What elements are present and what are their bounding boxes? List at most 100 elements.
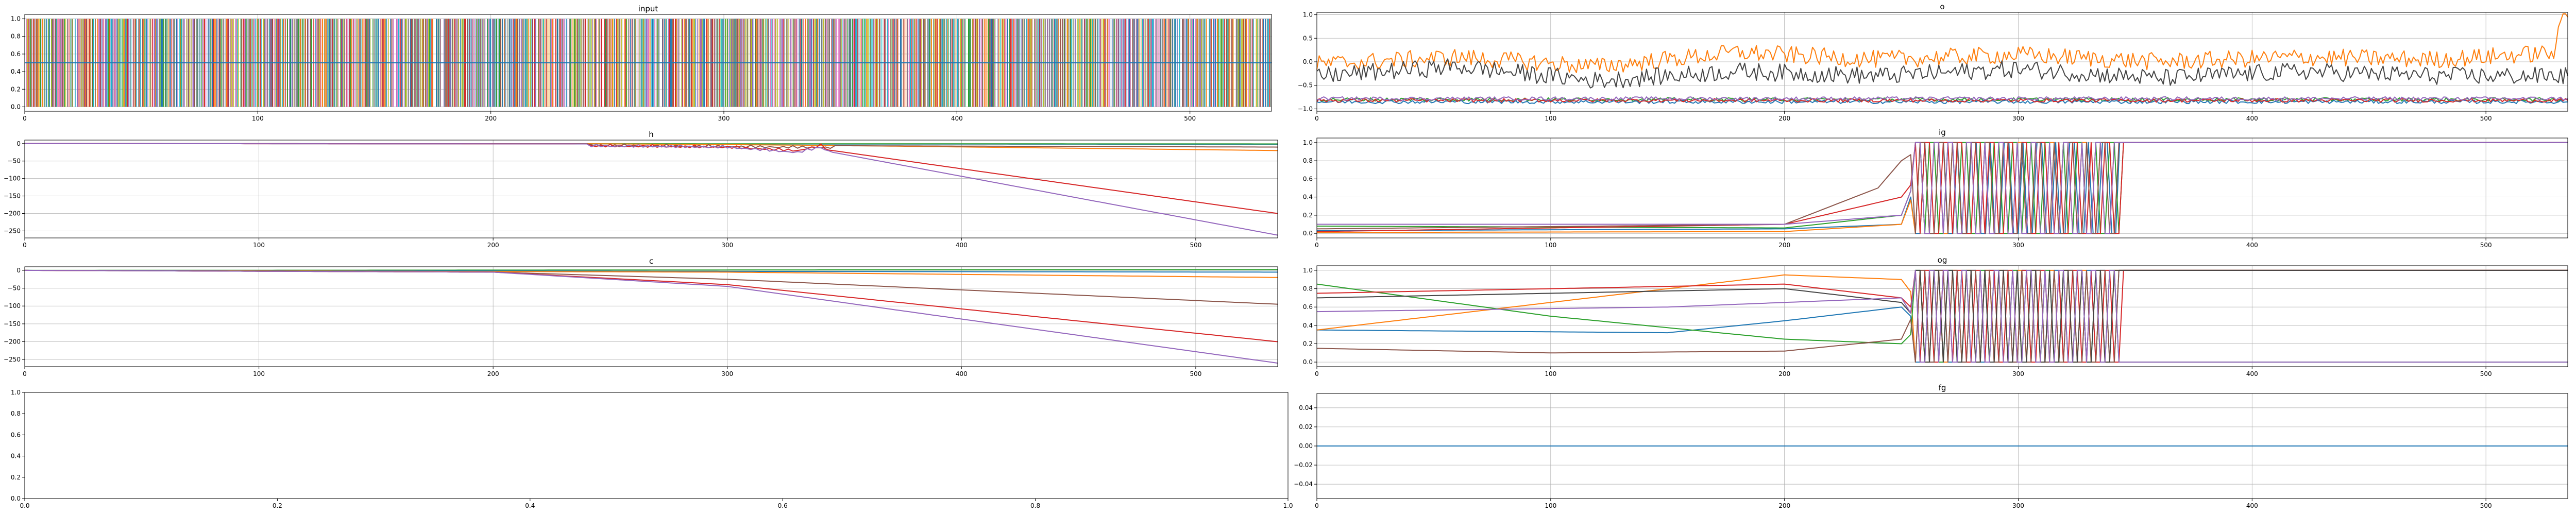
x-tick-label: 100 — [252, 115, 264, 122]
axes-frame — [1316, 138, 2568, 238]
x-tick-label: 400 — [2246, 502, 2258, 509]
x-tick-label: 400 — [956, 242, 968, 249]
x-tick-label: 500 — [1190, 370, 1201, 377]
y-tick-label: 0.0 — [11, 103, 21, 110]
y-tick-label: 0.4 — [11, 453, 21, 460]
subplot-title: fg — [1939, 383, 1946, 392]
x-tick-label: 400 — [2246, 242, 2258, 249]
subplot-empty: 0.0 0.2 0.4 0.6 0.8 1.0 0.0 0.2 0.4 0.6 0.8 1.0 — [11, 389, 1293, 509]
y-tick-label: −50 — [8, 285, 21, 292]
y-tick-label: −0.02 — [1294, 461, 1313, 469]
y-tick-label: 0.4 — [1303, 194, 1313, 201]
x-tick-label: 300 — [718, 115, 730, 122]
subplot-c: 0 100 200 300 400 500 0 −50 −100 −150 −200 −250 c — [4, 256, 1278, 377]
series-line — [1316, 98, 2568, 103]
y-tick-label: 0.8 — [1303, 157, 1313, 164]
y-tick-label: 0.8 — [1303, 285, 1313, 293]
y-tick-label: 0.00 — [1299, 442, 1313, 450]
y-tick-label: −0.04 — [1294, 480, 1313, 488]
x-tick-label: 500 — [2480, 370, 2492, 377]
series-line — [24, 269, 1278, 364]
y-tick-label: 0.2 — [11, 474, 21, 481]
y-tick-label: 0.0 — [11, 495, 21, 502]
y-tick-label: −150 — [4, 320, 21, 328]
series-line — [1316, 269, 2568, 363]
x-tick-label: 100 — [1545, 370, 1556, 377]
x-tick-label: 200 — [1778, 370, 1790, 377]
x-tick-label: 300 — [2012, 242, 2024, 249]
y-tick-label: −150 — [4, 193, 21, 200]
x-tick-label: 0 — [1315, 370, 1319, 377]
x-tick-label: 300 — [721, 242, 733, 249]
y-tick-label: −250 — [4, 356, 21, 363]
y-tick-label: 0.02 — [1299, 423, 1313, 431]
x-tick-label: 300 — [2012, 502, 2024, 509]
y-tick-label: 0.2 — [1303, 340, 1313, 347]
subplot-title: og — [1938, 255, 1947, 265]
x-tick-label: 200 — [1778, 502, 1790, 509]
x-tick-label: 1.0 — [1283, 502, 1293, 509]
x-tick-label: 0 — [23, 115, 27, 122]
y-tick-label: 0.8 — [11, 410, 21, 417]
subplot-title: o — [1940, 2, 1944, 11]
series-line — [1316, 13, 2568, 73]
series-line — [1317, 142, 2568, 234]
axes-frame — [1316, 265, 2568, 367]
x-tick-label: 300 — [2012, 370, 2024, 377]
x-tick-label: 0.4 — [525, 502, 535, 509]
y-tick-label: 1.0 — [1303, 11, 1313, 19]
axes-frame — [24, 266, 1278, 367]
x-tick-label: 400 — [956, 370, 968, 377]
x-tick-label: 500 — [1190, 242, 1201, 249]
x-tick-label: 0 — [23, 242, 27, 249]
x-tick-label: 200 — [487, 242, 499, 249]
y-tick-label: 0.2 — [1303, 212, 1313, 219]
y-tick-label: 1.0 — [11, 15, 21, 23]
y-tick-label: 0.6 — [11, 50, 21, 58]
y-tick-label: 1.0 — [1303, 267, 1313, 274]
subplot-o: 0 100 200 300 400 500 −1.0 −0.5 0.0 0.5 1.0 o — [1298, 2, 2568, 122]
series-line — [1316, 99, 2568, 105]
series-line — [25, 143, 1278, 236]
y-tick-label: 0 — [16, 140, 21, 147]
x-tick-label: 0.8 — [1030, 502, 1040, 509]
subplot-title: c — [649, 256, 653, 266]
x-tick-label: 200 — [487, 370, 499, 377]
x-tick-label: 0 — [1315, 115, 1319, 122]
y-tick-label: 0.0 — [1303, 358, 1313, 366]
y-tick-label: 0 — [16, 267, 21, 274]
x-tick-label: 500 — [2480, 242, 2492, 249]
x-tick-label: 200 — [1778, 242, 1790, 249]
subplot-og: 0 100 200 300 400 500 0.0 0.2 0.4 0.6 0.8 1.0 og — [1303, 255, 2568, 377]
x-tick-label: 0 — [23, 370, 27, 377]
subplot-title: h — [649, 130, 654, 139]
x-tick-label: 400 — [951, 115, 963, 122]
x-tick-label: 300 — [2012, 115, 2024, 122]
series-line — [1316, 96, 2568, 101]
x-tick-label: 100 — [1545, 242, 1556, 249]
y-tick-label: −1.0 — [1298, 105, 1313, 112]
x-tick-label: 0 — [1315, 502, 1319, 509]
y-tick-label: −100 — [4, 175, 21, 182]
y-tick-label: 0.6 — [11, 431, 21, 438]
y-tick-label: 0.5 — [1303, 35, 1313, 42]
y-tick-label: −200 — [4, 338, 21, 346]
subplot-title: ig — [1939, 128, 1946, 137]
subplot-title: input — [638, 4, 658, 13]
x-tick-label: 0.0 — [20, 502, 29, 509]
x-tick-label: 400 — [2246, 370, 2258, 377]
y-tick-label: 1.0 — [11, 389, 21, 396]
x-tick-label: 0 — [1315, 242, 1319, 249]
x-tick-label: 500 — [2480, 115, 2492, 122]
x-tick-label: 100 — [1545, 502, 1556, 509]
axes-frame — [24, 14, 1272, 112]
axes-frame — [24, 392, 1289, 499]
y-tick-label: 0.4 — [1303, 322, 1313, 329]
x-tick-label: 0.6 — [778, 502, 788, 509]
y-tick-label: 0.2 — [11, 85, 21, 93]
x-tick-label: 200 — [485, 115, 497, 122]
subplot-fg: 0 100 200 300 400 500 0.04 0.02 0.00 −0.02 −0.04 fg — [1294, 383, 2568, 509]
y-tick-label: 0.4 — [11, 68, 21, 75]
x-tick-label: 500 — [2480, 502, 2492, 509]
